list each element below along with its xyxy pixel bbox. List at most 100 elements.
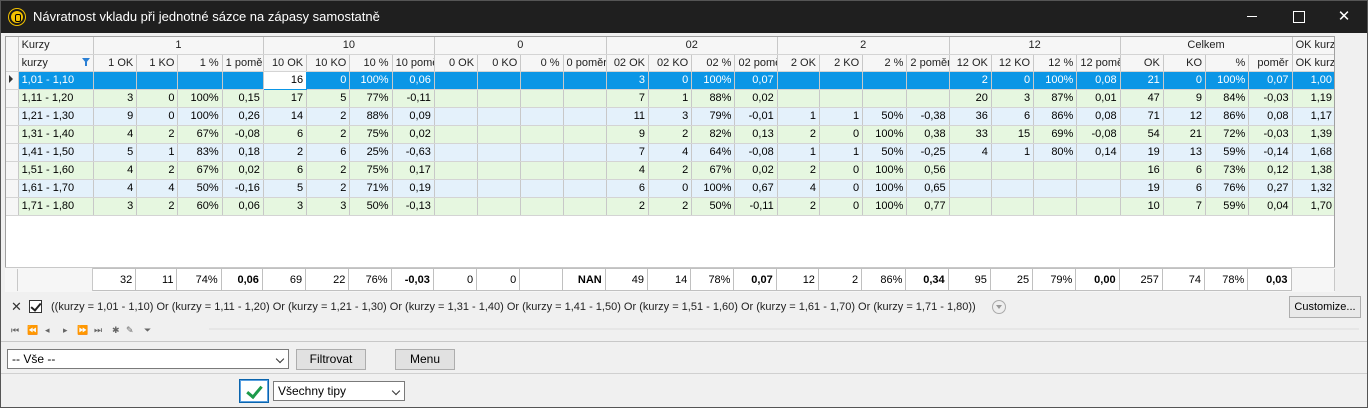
table-cell[interactable]: 2: [306, 125, 351, 144]
table-cell[interactable]: 79%: [691, 107, 736, 126]
table-cell[interactable]: 4: [93, 125, 138, 144]
table-cell[interactable]: 86%: [1033, 107, 1078, 126]
table-cell[interactable]: -0,63: [392, 143, 435, 162]
table-cell[interactable]: [991, 179, 1035, 198]
table-cell[interactable]: 1: [777, 107, 820, 126]
table-cell[interactable]: 6: [606, 179, 650, 198]
column-header[interactable]: 10 poměr: [392, 54, 435, 72]
customize-button[interactable]: Customize...: [1289, 296, 1361, 318]
table-cell[interactable]: [563, 89, 607, 108]
table-cell[interactable]: 50%: [862, 143, 908, 162]
column-header[interactable]: 1 poměr: [222, 54, 264, 72]
table-cell[interactable]: 2: [648, 161, 693, 180]
table-cell[interactable]: 0,38: [906, 125, 950, 144]
table-cell[interactable]: 0: [136, 107, 179, 126]
table-row[interactable]: 1,01 - 1,10 16 0 100% 0,06 3 0 100% 0,07 2 0 100% 0,…: [6, 70, 1334, 90]
table-cell[interactable]: [1033, 161, 1078, 180]
table-cell[interactable]: [819, 71, 864, 90]
column-header[interactable]: 02 OK: [606, 54, 650, 72]
column-header[interactable]: 1 KO: [136, 54, 179, 72]
table-cell[interactable]: [563, 161, 607, 180]
row-indicator[interactable]: [6, 197, 19, 216]
band-header[interactable]: 02: [606, 37, 778, 55]
table-cell[interactable]: 6: [991, 107, 1035, 126]
cell-kurzy[interactable]: 1,41 - 1,50: [18, 143, 94, 162]
table-cell[interactable]: [434, 107, 479, 126]
row-indicator[interactable]: [6, 161, 19, 180]
table-cell[interactable]: 0,02: [392, 125, 435, 144]
table-cell[interactable]: 10: [1120, 197, 1164, 216]
table-row[interactable]: 1,21 - 1,30 9 0 100% 0,26 14 2 88% 0,09 11 3 79% -0,…: [6, 107, 1334, 126]
table-cell[interactable]: [862, 89, 908, 108]
category-select[interactable]: -- Vše --: [7, 349, 289, 369]
filter-rows-icon[interactable]: ⏷: [144, 325, 152, 335]
table-cell[interactable]: 2: [949, 71, 992, 90]
table-cell[interactable]: 9: [606, 125, 650, 144]
column-header[interactable]: %: [1205, 54, 1250, 72]
table-cell[interactable]: 50%: [862, 107, 908, 126]
table-cell[interactable]: 75%: [349, 125, 393, 144]
table-cell[interactable]: [563, 71, 607, 90]
table-cell[interactable]: 6: [1163, 179, 1207, 198]
table-cell[interactable]: 100%: [1033, 71, 1078, 90]
table-cell[interactable]: [93, 71, 138, 90]
table-cell[interactable]: 50%: [177, 179, 223, 198]
table-cell[interactable]: 0: [819, 179, 864, 198]
table-cell[interactable]: 59%: [1205, 197, 1250, 216]
table-cell[interactable]: 2: [263, 143, 308, 162]
table-cell[interactable]: 0: [819, 125, 864, 144]
table-cell[interactable]: 1,70: [1292, 197, 1334, 216]
table-cell[interactable]: 73%: [1205, 161, 1250, 180]
table-cell[interactable]: 69%: [1033, 125, 1078, 144]
table-cell[interactable]: [1076, 197, 1121, 216]
table-cell[interactable]: 0,07: [1248, 71, 1293, 90]
table-cell[interactable]: [1033, 197, 1078, 216]
table-cell[interactable]: 7: [606, 143, 650, 162]
horizontal-scrollbar[interactable]: [209, 328, 1359, 330]
table-cell[interactable]: 0,02: [734, 161, 778, 180]
table-cell[interactable]: 0,01: [1076, 89, 1121, 108]
column-filter-icon[interactable]: [81, 57, 90, 66]
table-cell[interactable]: [434, 89, 479, 108]
row-indicator[interactable]: [6, 71, 19, 90]
table-row[interactable]: 1,11 - 1,20 3 0 100% 0,15 17 5 77% -0,11 7 1 88% 0,0…: [6, 89, 1334, 108]
table-cell[interactable]: 12: [1163, 107, 1207, 126]
table-cell[interactable]: 100%: [349, 71, 393, 90]
table-cell[interactable]: 0,06: [392, 71, 435, 90]
band-header[interactable]: 12: [949, 37, 1121, 55]
table-cell[interactable]: [477, 161, 522, 180]
cell-kurzy[interactable]: 1,01 - 1,10: [18, 71, 94, 90]
table-cell[interactable]: 1: [991, 143, 1035, 162]
table-cell[interactable]: 100%: [1205, 71, 1250, 90]
next-record-icon[interactable]: ▸: [63, 325, 68, 335]
filter-dropdown-icon[interactable]: [992, 300, 1006, 314]
next-page-icon[interactable]: ⏩: [77, 325, 89, 335]
table-cell[interactable]: [906, 89, 950, 108]
table-cell[interactable]: 75%: [349, 161, 393, 180]
table-cell[interactable]: [563, 125, 607, 144]
last-record-icon[interactable]: ⏭: [94, 325, 103, 335]
table-cell[interactable]: -0,01: [734, 107, 778, 126]
table-cell[interactable]: 6: [306, 143, 351, 162]
menu-button[interactable]: Menu: [395, 349, 455, 370]
table-cell[interactable]: [222, 71, 264, 90]
table-cell[interactable]: 100%: [862, 125, 908, 144]
table-cell[interactable]: 1,00: [1292, 71, 1334, 90]
table-cell[interactable]: [777, 89, 820, 108]
band-header[interactable]: 10: [263, 37, 435, 55]
cell-kurzy[interactable]: 1,71 - 1,80: [18, 197, 94, 216]
table-cell[interactable]: [520, 107, 564, 126]
table-cell[interactable]: 86%: [1205, 107, 1250, 126]
append-record-icon[interactable]: ✱: [112, 325, 120, 335]
table-cell[interactable]: 4: [949, 143, 992, 162]
table-cell[interactable]: 100%: [177, 107, 223, 126]
table-cell[interactable]: 77%: [349, 89, 393, 108]
table-cell[interactable]: [563, 179, 607, 198]
table-cell[interactable]: 88%: [349, 107, 393, 126]
table-cell[interactable]: 88%: [691, 89, 736, 108]
confirm-check-button[interactable]: [239, 379, 269, 403]
minimize-button[interactable]: [1229, 1, 1275, 33]
vertical-scrollbar[interactable]: [1335, 36, 1365, 292]
table-row[interactable]: 1,31 - 1,40 4 2 67% -0,08 6 2 75% 0,02 9 2 82% 0,13 2…: [6, 125, 1334, 144]
table-cell[interactable]: 3: [263, 197, 308, 216]
